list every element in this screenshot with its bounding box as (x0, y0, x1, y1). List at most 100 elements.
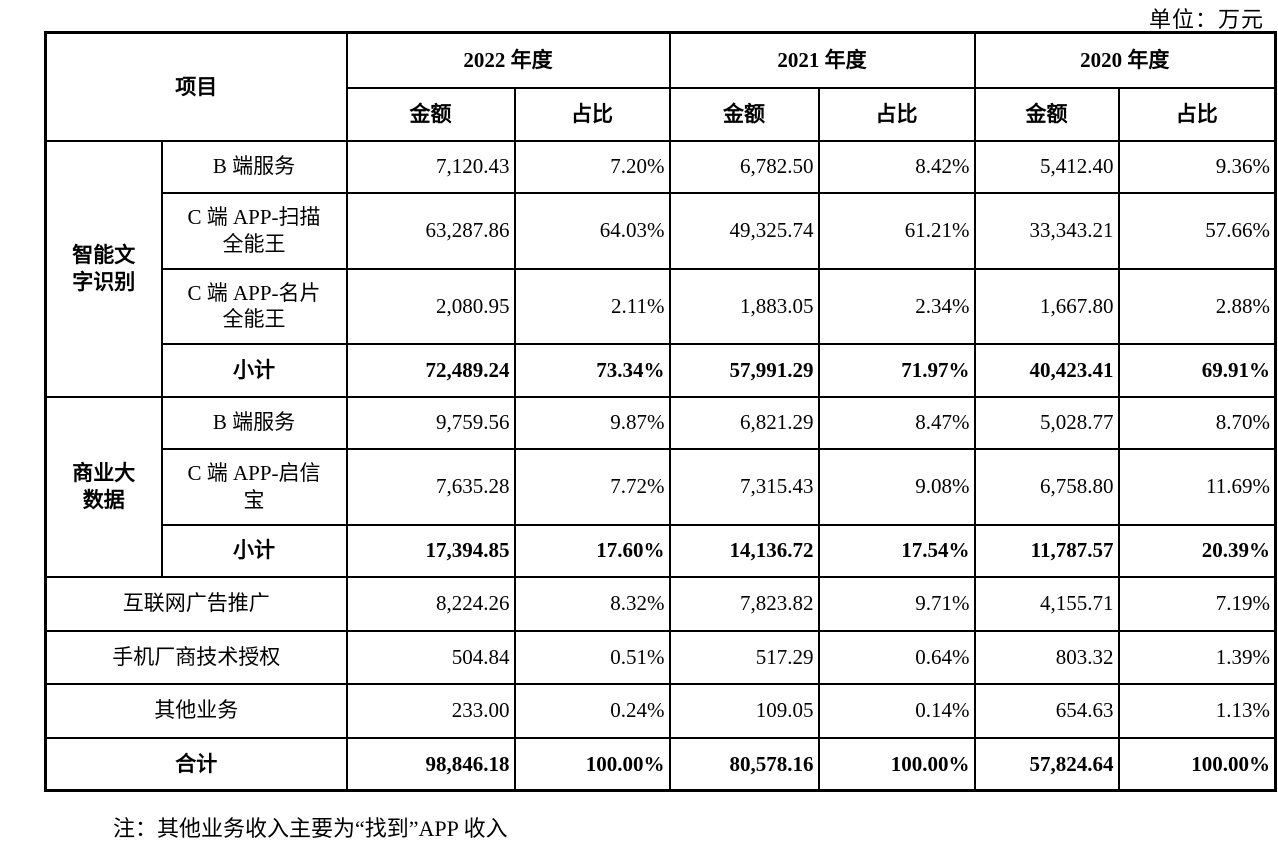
ratio-cell: 100.00% (513, 736, 671, 792)
amount-cell: 1,667.80 (973, 267, 1120, 345)
amount-cell: 80,578.16 (668, 736, 820, 792)
ratio-cell: 7.72% (513, 447, 671, 526)
row-label: 互联网广告推广 (44, 575, 348, 632)
ratio-cell: 7.19% (1117, 575, 1277, 632)
total-label: 合计 (44, 736, 348, 792)
ratio-cell: 1.13% (1117, 682, 1277, 739)
amount-cell: 654.63 (973, 682, 1120, 739)
amount-cell: 57,991.29 (668, 342, 820, 398)
amount-cell: 5,028.77 (973, 395, 1120, 450)
amount-cell: 109.05 (668, 682, 820, 739)
amount-cell: 6,782.50 (668, 139, 820, 194)
amount-cell: 9,759.56 (345, 395, 516, 450)
ratio-cell: 0.51% (513, 629, 671, 685)
ratio-cell: 20.39% (1117, 523, 1277, 578)
amount-cell: 7,823.82 (668, 575, 820, 632)
revenue-table: 项目 2022 年度 2021 年度 2020 年度 金额 占比 金额 占比 金… (44, 31, 1277, 792)
amount-cell: 517.29 (668, 629, 820, 685)
header-year-2020: 2020 年度 (973, 31, 1277, 89)
ratio-cell: 69.91% (1117, 342, 1277, 398)
ratio-cell: 8.42% (817, 139, 976, 194)
header-ratio-2021: 占比 (817, 86, 976, 142)
ratio-cell: 7.20% (513, 139, 671, 194)
amount-cell: 504.84 (345, 629, 516, 685)
header-amount-2020: 金额 (973, 86, 1120, 142)
table-row: 互联网广告推广 8,224.26 8.32% 7,823.82 9.71% 4,… (44, 575, 1277, 632)
table-row: C 端 APP-扫描全能王 63,287.86 64.03% 49,325.74… (46, 191, 1277, 270)
amount-cell: 233.00 (345, 682, 516, 739)
subtotal-label: 小计 (160, 342, 348, 398)
table-row: C 端 APP-名片全能王 2,080.95 2.11% 1,883.05 2.… (46, 267, 1277, 345)
ratio-cell: 8.32% (513, 575, 671, 632)
amount-cell: 6,821.29 (668, 395, 820, 450)
table-row: 其他业务 233.00 0.24% 109.05 0.14% 654.63 1.… (44, 682, 1277, 739)
unit-label: 单位：万元 (1148, 7, 1264, 32)
table-row: 手机厂商技术授权 504.84 0.51% 517.29 0.64% 803.3… (44, 629, 1277, 685)
row-label: C 端 APP-启信宝 (160, 447, 348, 526)
amount-cell: 7,120.43 (345, 139, 516, 194)
row-label: B 端服务 (160, 139, 348, 194)
group-label-ocr: 智能文字识别 (44, 139, 163, 398)
total-row: 合计 98,846.18 100.00% 80,578.16 100.00% 5… (44, 736, 1277, 792)
ratio-cell: 57.66% (1117, 191, 1277, 270)
row-label: 手机厂商技术授权 (44, 629, 348, 685)
header-ratio-2022: 占比 (513, 86, 671, 142)
subtotal-row: 小计 17,394.85 17.60% 14,136.72 17.54% 11,… (46, 523, 1277, 578)
ratio-cell: 17.60% (513, 523, 671, 578)
group-label-bigdata: 商业大数据 (44, 395, 163, 578)
ratio-cell: 64.03% (513, 191, 671, 270)
ratio-cell: 8.47% (817, 395, 976, 450)
ratio-cell: 2.88% (1117, 267, 1277, 345)
row-label: 其他业务 (44, 682, 348, 739)
header-year-2021: 2021 年度 (668, 31, 976, 89)
table-row: 商业大数据 B 端服务 9,759.56 9.87% 6,821.29 8.47… (44, 395, 1277, 578)
amount-cell: 17,394.85 (345, 523, 516, 578)
ratio-cell: 71.97% (817, 342, 976, 398)
amount-cell: 63,287.86 (345, 191, 516, 270)
ratio-cell: 100.00% (1117, 736, 1277, 792)
ratio-cell: 73.34% (513, 342, 671, 398)
amount-cell: 49,325.74 (668, 191, 820, 270)
amount-cell: 14,136.72 (668, 523, 820, 578)
amount-cell: 57,824.64 (973, 736, 1120, 792)
header-year-2022: 2022 年度 (345, 31, 671, 89)
table-row: 智能文字识别 B 端服务 7,120.43 7.20% 6,782.50 8.4… (44, 139, 1277, 398)
amount-cell: 803.32 (973, 629, 1120, 685)
ratio-cell: 9.08% (817, 447, 976, 526)
header-amount-2022: 金额 (345, 86, 516, 142)
ratio-cell: 61.21% (817, 191, 976, 270)
amount-cell: 1,883.05 (668, 267, 820, 345)
amount-cell: 7,635.28 (345, 447, 516, 526)
header-amount-2021: 金额 (668, 86, 820, 142)
header-item: 项目 (44, 31, 348, 142)
ratio-cell: 0.64% (817, 629, 976, 685)
subtotal-row: 小计 72,489.24 73.34% 57,991.29 71.97% 40,… (46, 342, 1277, 398)
ratio-cell: 0.24% (513, 682, 671, 739)
ratio-cell: 11.69% (1117, 447, 1277, 526)
subtotal-label: 小计 (160, 523, 348, 578)
ratio-cell: 100.00% (817, 736, 976, 792)
amount-cell: 98,846.18 (345, 736, 516, 792)
ratio-cell: 8.70% (1117, 395, 1277, 450)
ratio-cell: 1.39% (1117, 629, 1277, 685)
amount-cell: 6,758.80 (973, 447, 1120, 526)
row-label: C 端 APP-名片全能王 (160, 267, 348, 345)
ratio-cell: 9.71% (817, 575, 976, 632)
row-label: C 端 APP-扫描全能王 (160, 191, 348, 270)
header-row-measures: 金额 占比 金额 占比 金额 占比 (46, 86, 1277, 142)
ratio-cell: 0.14% (817, 682, 976, 739)
row-label: B 端服务 (160, 395, 348, 450)
ratio-cell: 2.11% (513, 267, 671, 345)
table-row: C 端 APP-启信宝 7,635.28 7.72% 7,315.43 9.08… (46, 447, 1277, 526)
amount-cell: 2,080.95 (345, 267, 516, 345)
amount-cell: 11,787.57 (973, 523, 1120, 578)
amount-cell: 40,423.41 (973, 342, 1120, 398)
amount-cell: 4,155.71 (973, 575, 1120, 632)
ratio-cell: 2.34% (817, 267, 976, 345)
ratio-cell: 9.36% (1117, 139, 1277, 194)
amount-cell: 33,343.21 (973, 191, 1120, 270)
amount-cell: 7,315.43 (668, 447, 820, 526)
ratio-cell: 9.87% (513, 395, 671, 450)
amount-cell: 8,224.26 (345, 575, 516, 632)
